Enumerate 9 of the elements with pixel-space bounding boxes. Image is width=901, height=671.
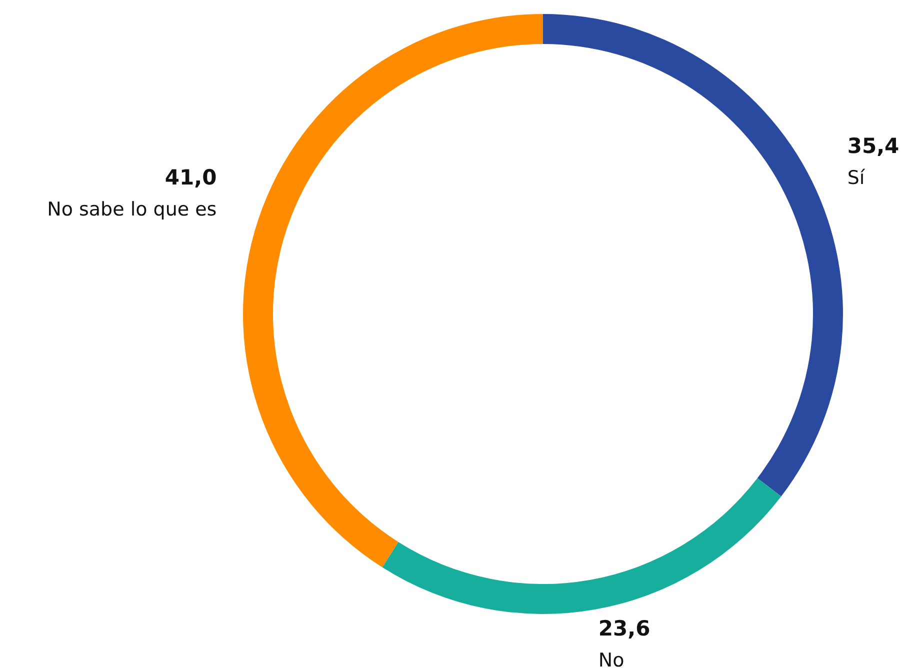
slice-label: No sabe lo que es bbox=[47, 198, 217, 221]
donut-slice bbox=[382, 478, 782, 614]
donut-slice bbox=[543, 14, 843, 496]
data-label: 41,0 bbox=[164, 166, 217, 190]
data-label: 23,6 bbox=[598, 616, 650, 641]
slice-label: Sí bbox=[847, 167, 866, 190]
data-label: 35,4 bbox=[847, 134, 900, 158]
donut-slice bbox=[243, 14, 543, 568]
slice-label: No bbox=[598, 650, 624, 671]
